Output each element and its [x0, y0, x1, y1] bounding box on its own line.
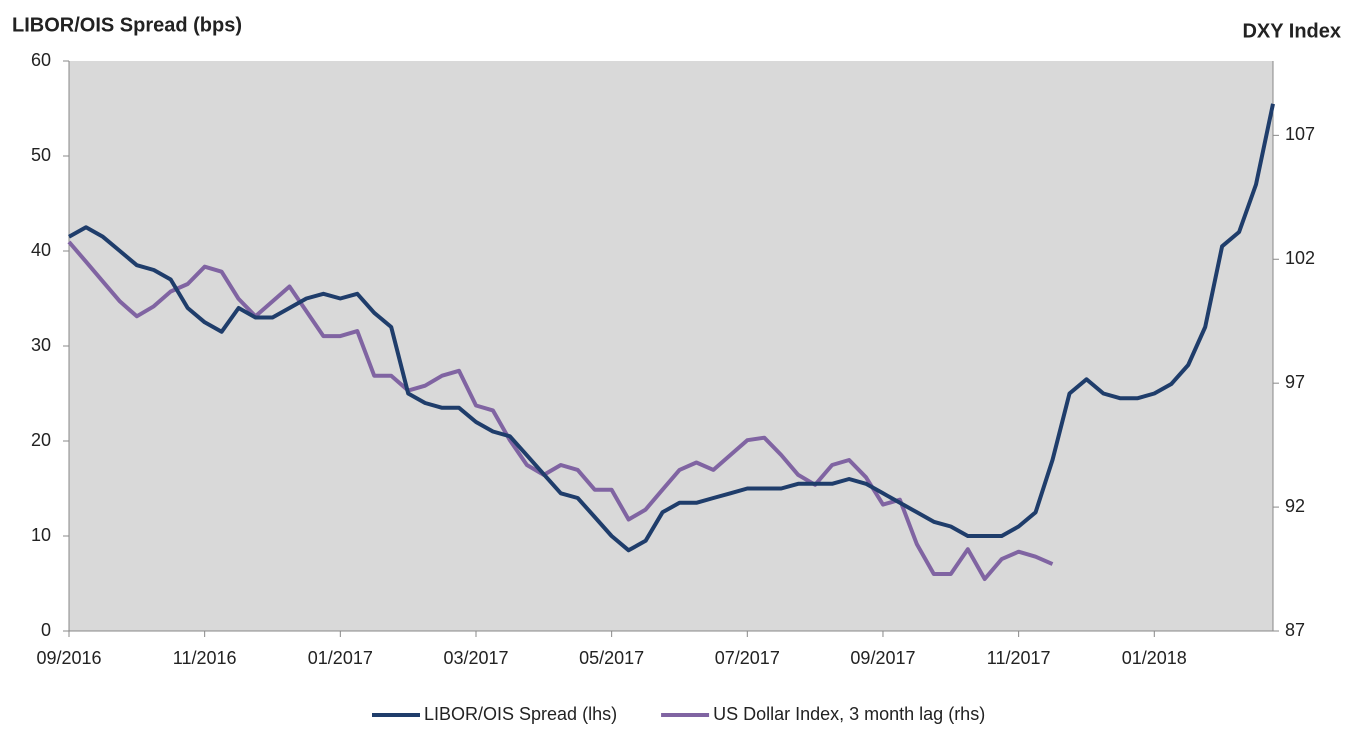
y2-axis-title: DXY Index	[1242, 20, 1341, 42]
x-tick-label: 05/2017	[579, 648, 644, 668]
plot-area	[69, 61, 1273, 631]
y2-tick-label: 92	[1285, 496, 1305, 516]
y-tick-label: 30	[31, 335, 51, 355]
y-tick-label: 60	[31, 50, 51, 70]
x-tick-label: 01/2018	[1122, 648, 1187, 668]
y-tick-label: 50	[31, 145, 51, 165]
y-tick-label: 40	[31, 240, 51, 260]
y2-tick-label: 107	[1285, 124, 1315, 144]
legend-label: US Dollar Index, 3 month lag (rhs)	[713, 704, 985, 724]
y-tick-label: 10	[31, 525, 51, 545]
y2-tick-label: 102	[1285, 248, 1315, 268]
legend-label: LIBOR/OIS Spread (lhs)	[424, 704, 617, 724]
x-tick-label: 11/2017	[987, 648, 1051, 668]
x-tick-label: 11/2016	[173, 648, 237, 668]
series-line	[68, 103, 1275, 553]
y2-tick-label: 97	[1285, 372, 1305, 392]
y-axis-title: LIBOR/OIS Spread (bps)	[12, 14, 242, 36]
y2-tick-label: 87	[1285, 620, 1305, 640]
series-line	[67, 240, 1054, 581]
y-tick-label: 0	[41, 620, 51, 640]
x-tick-label: 03/2017	[443, 648, 508, 668]
x-tick-label: 01/2017	[308, 648, 373, 668]
x-tick-label: 07/2017	[715, 648, 780, 668]
x-tick-label: 09/2017	[850, 648, 915, 668]
x-tick-label: 09/2016	[36, 648, 101, 668]
y-tick-label: 20	[31, 430, 51, 450]
